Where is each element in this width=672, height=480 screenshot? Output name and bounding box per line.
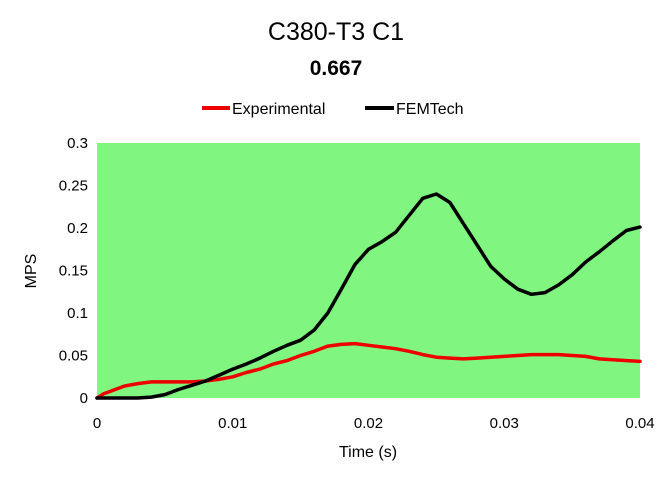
- chart-title: C380-T3 C1: [268, 18, 404, 46]
- y-axis-ticks: 0 0.05 0.1 0.15 0.2 0.25 0.3: [59, 135, 88, 407]
- y-tick-label: 0.3: [67, 135, 88, 152]
- y-tick-label: 0.05: [59, 348, 88, 365]
- legend-label-femtech: FEMTech: [396, 101, 464, 118]
- y-tick-label: 0.2: [67, 220, 88, 237]
- y-axis-title: MPS: [23, 254, 40, 289]
- plot-area: [97, 143, 640, 398]
- series-line-femtech: [95, 192, 642, 400]
- x-axis-ticks: 0 0.01 0.02 0.03 0.04: [93, 415, 655, 432]
- y-tick-label: 0.25: [59, 178, 88, 195]
- x-tick-label: 0.04: [625, 415, 654, 432]
- x-tick-label: 0.02: [354, 415, 383, 432]
- chart-subtitle: 0.667: [310, 57, 363, 80]
- y-tick-label: 0: [80, 390, 88, 407]
- series-line-experimental: [95, 341, 642, 400]
- legend-label-experimental: Experimental: [232, 101, 325, 118]
- x-tick-label: 0.03: [490, 415, 519, 432]
- series-layer: [95, 192, 642, 400]
- y-tick-label: 0.1: [67, 305, 88, 322]
- x-axis-title: Time (s): [339, 444, 397, 461]
- x-tick-label: 0.01: [218, 415, 247, 432]
- legend: Experimental FEMTech: [202, 101, 464, 118]
- y-tick-label: 0.15: [59, 263, 88, 280]
- x-tick-label: 0: [93, 415, 101, 432]
